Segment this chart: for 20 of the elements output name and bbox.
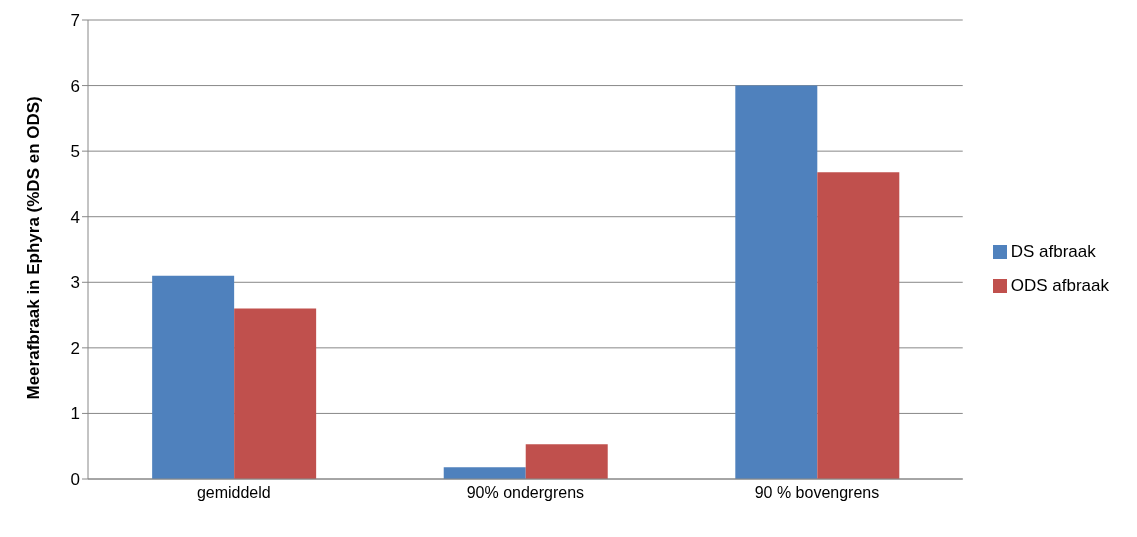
y-tick-label: 7 <box>70 11 80 31</box>
legend-label: DS afbraak <box>1010 241 1096 261</box>
y-axis-title: Meerafbraak in Ephyra (%DS en ODS) <box>24 96 44 400</box>
y-tick-label: 5 <box>70 142 80 162</box>
y-tick-label: 4 <box>70 207 80 227</box>
y-tick-label: 1 <box>70 404 80 424</box>
y-tick-label: 0 <box>70 470 80 490</box>
legend-label: ODS afbraak <box>1010 275 1109 295</box>
bar <box>735 85 818 479</box>
x-tick-label: 90 % bovengrens <box>754 484 880 502</box>
y-tick-label: 6 <box>70 76 80 96</box>
y-tick-label: 3 <box>70 273 80 293</box>
y-tick-label: 2 <box>70 338 80 358</box>
x-tick-label: 90% ondergrens <box>466 484 585 502</box>
bar <box>525 444 608 479</box>
bar <box>234 308 317 479</box>
bar <box>152 275 235 479</box>
bar <box>443 467 526 479</box>
x-tick-label: gemiddeld <box>196 484 271 502</box>
bar <box>817 172 900 479</box>
